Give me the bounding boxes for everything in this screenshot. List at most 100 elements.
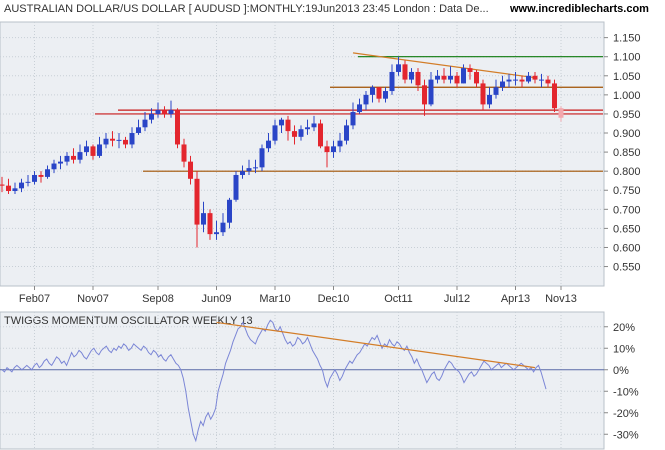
candle-body bbox=[19, 182, 24, 189]
candle-body bbox=[441, 75, 447, 80]
candle-body bbox=[337, 140, 343, 147]
candle-body bbox=[227, 199, 232, 223]
candle-body bbox=[123, 139, 128, 145]
candle-body bbox=[136, 127, 141, 134]
candle-body bbox=[311, 123, 317, 128]
candle-body bbox=[175, 110, 180, 145]
candle-body bbox=[97, 144, 102, 156]
osc-tick-label: -20% bbox=[613, 408, 639, 420]
osc-tick-label: 20% bbox=[613, 322, 635, 334]
candle-body bbox=[506, 79, 512, 82]
candle-body bbox=[350, 112, 356, 126]
x-tick-label: Apr13 bbox=[501, 293, 530, 305]
candle-body bbox=[467, 68, 473, 72]
candle-body bbox=[84, 146, 89, 153]
candle-body bbox=[155, 110, 161, 114]
candle-body bbox=[201, 213, 206, 225]
osc-tick-label: -30% bbox=[613, 429, 639, 441]
price-trend-line bbox=[352, 52, 536, 79]
x-axis: Feb07 Nov07 Sep08 Jun09 Mar10 Dec10 Oct11 Jul12… bbox=[19, 286, 577, 305]
candle-body bbox=[6, 185, 11, 192]
candle-body bbox=[25, 181, 31, 183]
candle-body bbox=[272, 125, 278, 141]
candle-body bbox=[552, 83, 557, 109]
candle-body bbox=[259, 148, 265, 168]
candle-body bbox=[376, 87, 382, 99]
candle-body bbox=[389, 71, 395, 92]
candle-body bbox=[526, 75, 531, 82]
candle-body bbox=[0, 184, 5, 186]
candle-body bbox=[246, 168, 252, 172]
candle-body bbox=[363, 94, 369, 105]
x-tick-label: Oct11 bbox=[384, 293, 413, 305]
x-tick-label: Jun09 bbox=[202, 293, 232, 305]
candle-body bbox=[513, 79, 518, 81]
candle-body bbox=[51, 163, 57, 170]
candle-body bbox=[142, 119, 148, 128]
candle-body bbox=[402, 64, 408, 80]
candle-body bbox=[64, 155, 70, 162]
oscillator-panel bbox=[0, 311, 605, 450]
candle-body bbox=[194, 178, 200, 225]
candle-body bbox=[318, 123, 323, 147]
candle-body bbox=[149, 113, 154, 120]
candle-body bbox=[539, 79, 544, 81]
candle-body bbox=[110, 138, 115, 141]
candle-body bbox=[383, 91, 388, 99]
price-tick-label: 0.600 bbox=[613, 242, 641, 254]
candle-body bbox=[207, 213, 213, 235]
osc-tick-label: 0% bbox=[613, 365, 629, 377]
price-tick-label: 1.000 bbox=[613, 90, 641, 102]
candle-body bbox=[558, 108, 564, 118]
price-tick-label: 0.900 bbox=[613, 128, 641, 140]
price-grid bbox=[0, 22, 604, 286]
candle-body bbox=[545, 79, 551, 84]
candle-body bbox=[422, 85, 427, 105]
candle-body bbox=[480, 83, 486, 105]
candle-body bbox=[396, 64, 401, 72]
candle-body bbox=[292, 131, 297, 137]
price-tick-label: 0.650 bbox=[613, 223, 641, 235]
candle-body bbox=[344, 125, 349, 141]
candle-body bbox=[220, 222, 226, 233]
candle-body bbox=[129, 133, 135, 145]
price-y-axis: 0.550 0.600 0.650 0.700 0.750 0.800 0.850 0.900… bbox=[604, 33, 641, 274]
candle-body bbox=[487, 94, 492, 105]
x-tick-label: Dec10 bbox=[318, 293, 350, 305]
candle-body bbox=[168, 110, 174, 114]
x-tick-label: Feb07 bbox=[19, 293, 50, 305]
candle-body bbox=[58, 161, 63, 164]
candle-body bbox=[77, 152, 83, 160]
candle-body bbox=[188, 161, 193, 179]
candle-body bbox=[181, 144, 187, 162]
candle-body bbox=[474, 71, 479, 84]
candle-body bbox=[266, 140, 271, 149]
x-tick-label: Mar10 bbox=[259, 293, 290, 305]
x-tick-label: Nov13 bbox=[545, 293, 577, 305]
x-tick-label: Nov07 bbox=[77, 293, 109, 305]
candle-body bbox=[324, 146, 330, 153]
price-tick-label: 1.100 bbox=[613, 52, 641, 64]
candle-body bbox=[519, 79, 525, 82]
candle-body bbox=[285, 119, 291, 132]
candle-body bbox=[253, 167, 258, 169]
price-candles bbox=[0, 56, 564, 248]
candle-body bbox=[279, 119, 284, 126]
candle-body bbox=[435, 75, 440, 80]
candle-body bbox=[448, 75, 453, 80]
candle-body bbox=[233, 174, 239, 200]
candle-body bbox=[298, 129, 304, 137]
candle-body bbox=[90, 146, 96, 156]
candle-body bbox=[532, 75, 538, 80]
candle-body bbox=[409, 71, 414, 80]
oscillator-trend-line bbox=[216, 321, 536, 369]
oscillator-title: TWIGGS MOMENTUM OSCILLATOR WEEKLY 13 bbox=[4, 315, 253, 327]
candle-body bbox=[71, 155, 76, 160]
oscillator-grid bbox=[0, 312, 604, 449]
osc-tick-label: -10% bbox=[613, 386, 639, 398]
candle-body bbox=[103, 138, 109, 145]
candle-body bbox=[240, 171, 245, 175]
price-tick-label: 0.700 bbox=[613, 204, 641, 216]
x-tick-label: Sep08 bbox=[142, 293, 174, 305]
price-tick-label: 0.550 bbox=[613, 262, 641, 274]
